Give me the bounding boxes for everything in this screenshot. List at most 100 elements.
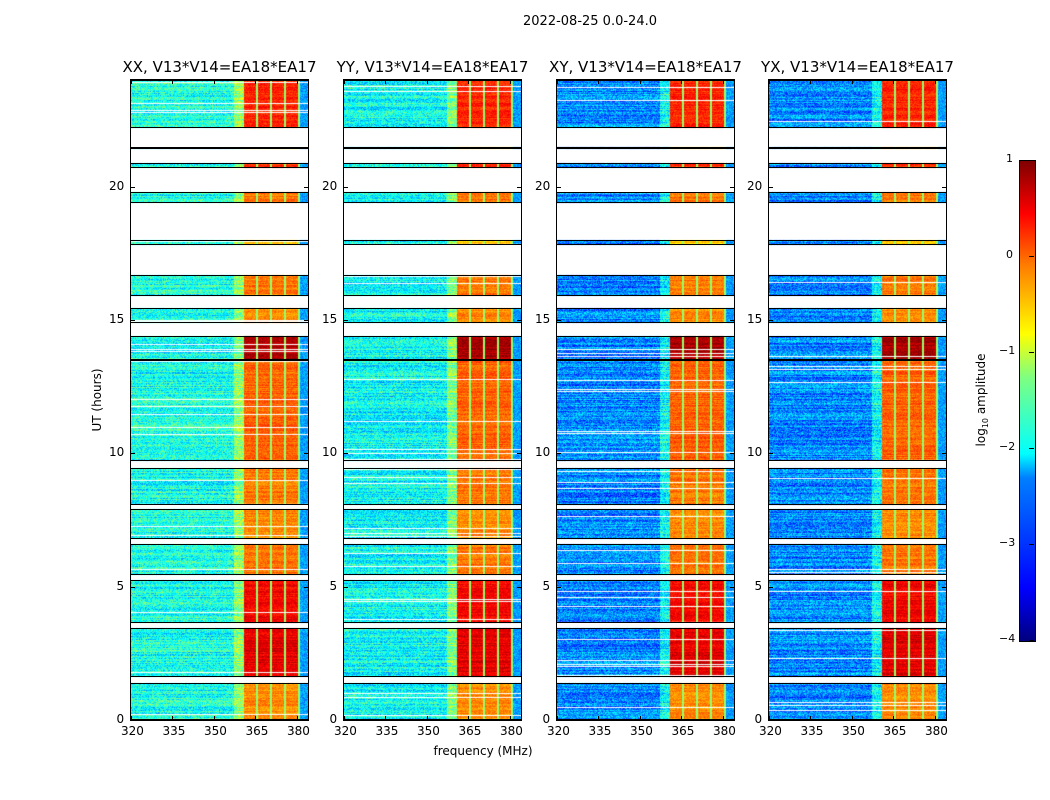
y-tick [304, 320, 308, 321]
heatmap-canvas [557, 80, 734, 720]
segment-edge [344, 468, 521, 469]
x-tick [426, 80, 428, 84]
segment-edge [557, 683, 734, 684]
y-tick-label: 20 [322, 178, 338, 193]
x-tick [598, 716, 600, 720]
segment-edge [344, 148, 521, 149]
y-tick-label: 15 [535, 312, 551, 326]
y-tick [769, 453, 773, 455]
y-tick-label: 5 [116, 578, 125, 593]
x-tick [769, 80, 770, 84]
x-tick [851, 80, 853, 84]
data-segment [557, 683, 734, 720]
x-tick [810, 80, 812, 84]
data-segment [557, 509, 734, 539]
colorbar-tick-label: −1 [999, 344, 1016, 357]
data-segment [557, 360, 734, 461]
x-tick-label: 335 [588, 724, 612, 738]
segment-edge [769, 544, 946, 545]
segment-edge [557, 192, 734, 193]
segment-edge [344, 127, 521, 128]
segment-edge [557, 308, 734, 309]
data-segment [769, 80, 946, 128]
y-tick-label: 5 [754, 578, 763, 593]
x-tick [344, 716, 345, 720]
y-tick [344, 720, 348, 721]
x-tick-label: 350 [841, 724, 865, 738]
segment-edge [557, 240, 734, 241]
segment-edge [344, 275, 521, 276]
heatmap-canvas [769, 80, 946, 720]
x-tick [598, 80, 600, 84]
segment-edge [557, 504, 734, 505]
segment-edge [769, 538, 946, 539]
x-tick [557, 716, 558, 720]
segment-edge [344, 676, 521, 677]
x-tick-label: 365 [671, 724, 695, 738]
data-segment [769, 360, 946, 461]
segment-edge [769, 628, 946, 629]
segment-edge [344, 163, 521, 164]
x-tick-label: 380 [499, 724, 523, 738]
heatmap-canvas [131, 80, 308, 720]
data-segment [131, 580, 308, 623]
panel-title: YX, V13*V14=EA18*EA17 [761, 58, 954, 76]
segment-edge [769, 574, 946, 575]
segment-edge [769, 295, 946, 296]
colorbar-tick-label: 0 [1006, 248, 1013, 261]
data-segment [344, 628, 521, 677]
segment-edge [557, 295, 734, 296]
x-tick [213, 716, 215, 720]
y-tick [730, 586, 734, 588]
x-tick-label: 365 [245, 724, 269, 738]
segment-edge [557, 275, 734, 276]
y-tick-label: 0 [116, 712, 125, 726]
x-tick-label: 350 [203, 724, 227, 738]
segment-edge [131, 308, 308, 309]
y-tick [942, 586, 946, 588]
segment-edge [131, 275, 308, 276]
y-tick [769, 186, 773, 188]
y-tick [344, 320, 348, 321]
segment-edge [131, 538, 308, 539]
x-tick-label: 365 [458, 724, 482, 738]
segment-edge [131, 509, 308, 510]
x-tick [172, 716, 174, 720]
segment-edge [131, 244, 308, 245]
segment-edge [131, 240, 308, 241]
segment-edge [557, 167, 734, 168]
x-tick-label: 320 [334, 724, 357, 738]
heatmap-panel [768, 79, 947, 721]
data-segment [557, 80, 734, 128]
data-segment [131, 509, 308, 539]
data-segment [769, 308, 946, 323]
y-tick [730, 186, 734, 188]
segment-edge [557, 147, 734, 148]
x-tick [509, 716, 511, 720]
segment-edge [131, 504, 308, 505]
x-tick [131, 716, 132, 720]
segment-edge [769, 80, 946, 81]
segment-edge [131, 359, 308, 360]
segment-edge [769, 336, 946, 337]
segment-edge [344, 360, 521, 361]
segment-edge [769, 127, 946, 128]
y-tick [304, 186, 308, 188]
x-tick-label: 335 [800, 724, 824, 738]
segment-edge [769, 622, 946, 623]
y-tick [517, 186, 521, 188]
colorbar-tick [1029, 448, 1034, 449]
y-tick [304, 586, 308, 588]
segment-edge [769, 504, 946, 505]
y-tick-label: 20 [109, 178, 125, 193]
panel-title: XY, V13*V14=EA18*EA17 [549, 58, 742, 76]
segment-edge [557, 676, 734, 677]
y-tick [131, 453, 135, 455]
data-segment [131, 336, 308, 360]
y-tick [942, 320, 946, 321]
segment-edge [344, 167, 521, 168]
segment-edge [344, 538, 521, 539]
segment-edge [557, 359, 734, 360]
data-segment [344, 468, 521, 505]
y-tick-label: 15 [747, 312, 763, 326]
